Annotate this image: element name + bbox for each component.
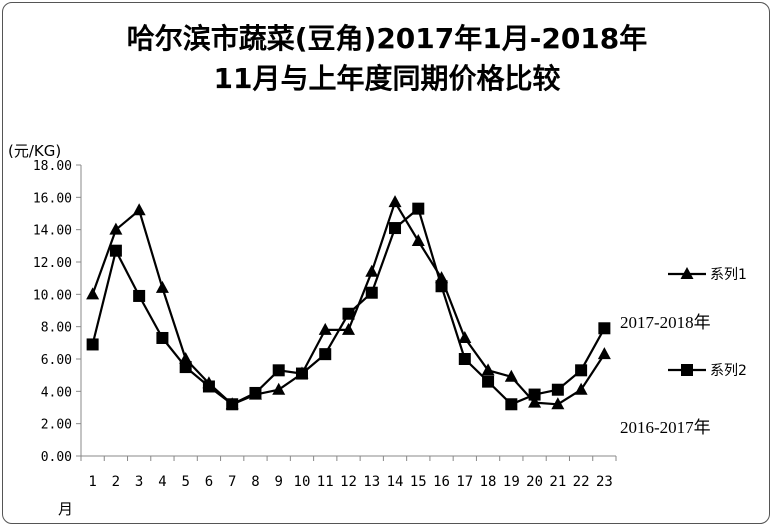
x-tick-label: 14 bbox=[387, 474, 404, 490]
series-2-point bbox=[528, 388, 541, 401]
x-tick-label: 23 bbox=[596, 474, 613, 490]
series-2-point bbox=[551, 383, 564, 396]
x-tick-label: 10 bbox=[294, 474, 311, 490]
series-2-point bbox=[505, 398, 518, 411]
series-2-point bbox=[435, 280, 448, 293]
series-1-point bbox=[435, 271, 449, 284]
series-1-point bbox=[504, 369, 518, 382]
series-2-point bbox=[202, 380, 215, 393]
y-tick-label: 14.00 bbox=[33, 224, 72, 239]
series-2-point bbox=[226, 398, 239, 411]
series-1-point bbox=[528, 395, 542, 408]
series-1-point bbox=[365, 264, 379, 277]
series-1-point bbox=[342, 322, 355, 335]
x-tick-label: 4 bbox=[158, 474, 166, 490]
y-tick-label: 16.00 bbox=[33, 191, 72, 206]
series-2-point bbox=[365, 286, 378, 299]
x-tick-label: 13 bbox=[363, 474, 380, 490]
x-tick-label: 19 bbox=[503, 474, 520, 490]
x-tick-label: 17 bbox=[456, 474, 473, 490]
series-1-point bbox=[179, 352, 193, 364]
x-tick-label: 3 bbox=[135, 474, 143, 490]
series-2-point bbox=[458, 353, 471, 365]
y-tick-label: 6.00 bbox=[41, 353, 72, 368]
series-2-point bbox=[133, 289, 146, 302]
series-1-point bbox=[318, 322, 332, 335]
x-tick-label: 22 bbox=[573, 474, 590, 490]
y-tick-label: 8.00 bbox=[41, 321, 72, 336]
series-2-point bbox=[272, 364, 285, 377]
series-1-point bbox=[551, 397, 565, 410]
chart-title-line-1: 哈尔滨市蔬菜(豆角)2017年1月-2018年 bbox=[126, 22, 648, 55]
y-tick-label: 2.00 bbox=[41, 418, 72, 433]
legend-series-2-marker bbox=[681, 364, 693, 376]
series-1-point bbox=[272, 382, 286, 395]
series-2-point bbox=[319, 348, 332, 361]
series-1-point bbox=[481, 363, 495, 376]
x-tick-label: 2 bbox=[112, 474, 120, 490]
x-axis-label: 月 bbox=[58, 500, 74, 518]
series-2-point bbox=[179, 361, 192, 374]
x-tick-label: 16 bbox=[433, 474, 450, 490]
y-tick-label: 12.00 bbox=[33, 256, 72, 271]
x-tick-label: 6 bbox=[205, 474, 213, 490]
series-1-point bbox=[597, 347, 611, 360]
legend-series-1-marker bbox=[680, 267, 694, 279]
y-tick-label: 18.00 bbox=[33, 159, 72, 174]
x-tick-label: 1 bbox=[88, 474, 96, 490]
x-tick-label: 8 bbox=[251, 474, 259, 490]
x-tick-label: 5 bbox=[181, 474, 189, 490]
series-2-point bbox=[342, 307, 355, 320]
series-1-point bbox=[411, 233, 425, 246]
series-1-point bbox=[132, 203, 146, 216]
series-2-period-annotation: 2016-2017年 bbox=[620, 418, 711, 437]
x-tick-label: 11 bbox=[317, 474, 334, 490]
legend-series-2-label: 系列2 bbox=[710, 363, 747, 379]
x-tick-label: 18 bbox=[480, 474, 497, 490]
y-tick-label: 0.00 bbox=[41, 450, 72, 465]
series-2-point bbox=[575, 364, 588, 377]
series-1-period-annotation: 2017-2018年 bbox=[620, 313, 711, 332]
y-tick-label: 10.00 bbox=[33, 288, 72, 303]
series-1-point bbox=[388, 195, 402, 208]
series-2-point bbox=[482, 375, 495, 388]
y-axis-label: (元/KG) bbox=[8, 142, 62, 160]
x-tick-label: 15 bbox=[410, 474, 427, 490]
series-2-point bbox=[598, 322, 611, 335]
x-tick-label: 21 bbox=[549, 474, 566, 490]
chart-title-line-2: 11月与上年度同期价格比较 bbox=[213, 62, 561, 95]
series-2-point bbox=[412, 202, 425, 215]
x-tick-label: 9 bbox=[274, 474, 282, 490]
series-2-point bbox=[389, 222, 402, 235]
series-1-point bbox=[458, 330, 472, 343]
series-2-point bbox=[295, 367, 308, 380]
series-1-point bbox=[155, 280, 169, 293]
x-tick-label: 12 bbox=[340, 474, 357, 490]
series-1-point bbox=[574, 382, 588, 395]
series-2-point bbox=[86, 338, 99, 351]
series-2-point bbox=[249, 386, 262, 399]
x-tick-label: 20 bbox=[526, 474, 543, 490]
y-tick-label: 4.00 bbox=[41, 385, 72, 400]
x-tick-label: 7 bbox=[228, 474, 236, 490]
legend-series-1-label: 系列1 bbox=[710, 267, 747, 283]
series-1-point bbox=[109, 222, 123, 235]
series-2-point bbox=[156, 331, 169, 344]
series-1-line bbox=[91, 201, 606, 406]
series-2-point bbox=[109, 244, 122, 257]
series-1-point bbox=[86, 287, 100, 300]
